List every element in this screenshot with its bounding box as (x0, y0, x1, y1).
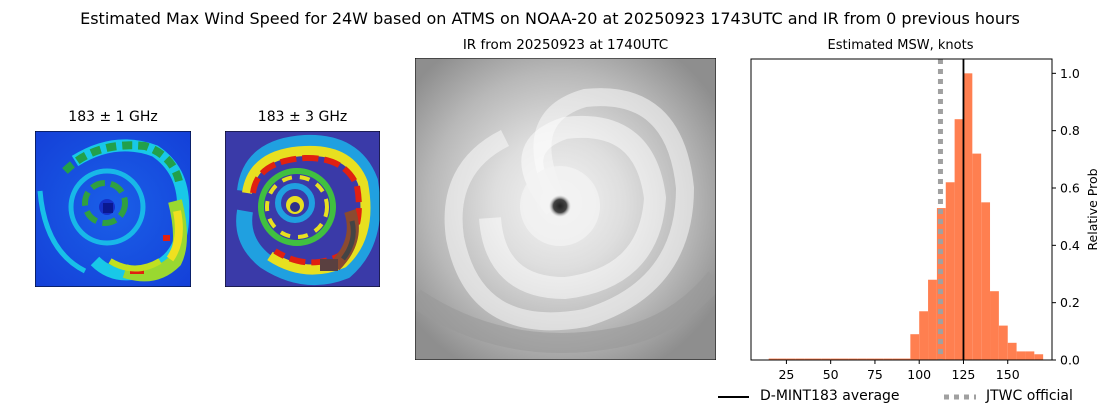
histogram-bar (990, 291, 999, 360)
histogram-bar (821, 358, 831, 360)
y-axis-ticks: 0.0 0.2 0.4 0.6 0.8 1.0 (1052, 66, 1080, 368)
histogram-bar (963, 73, 973, 360)
histogram-bar (998, 325, 1008, 360)
chart-title: Estimated MSW, knots (827, 38, 974, 53)
histogram-bar (857, 358, 867, 360)
legend-line-solid (718, 396, 749, 398)
legend: D-MINT183 average JTWC official (718, 387, 1098, 407)
x-tick-label: 125 (952, 367, 976, 382)
x-tick-label: 100 (907, 367, 931, 382)
histogram-bar (866, 358, 875, 360)
y-axis-label: Relative Prob (1085, 168, 1100, 250)
x-tick-label: 25 (778, 367, 794, 382)
mw-3ghz-title: 183 ± 3 GHz (257, 109, 348, 125)
legend-label-jtwc: JTWC official (986, 388, 1073, 404)
histogram-bar (839, 358, 849, 360)
histogram-bar (777, 358, 787, 360)
histogram-bar (945, 182, 955, 360)
histogram-bar (919, 311, 929, 360)
histogram-bar (848, 358, 858, 360)
histogram-bar (892, 358, 902, 360)
y-tick-label: 0.0 (1060, 353, 1080, 368)
figure-title: Estimated Max Wind Speed for 24W based o… (80, 9, 1020, 28)
histogram-bar (901, 358, 911, 360)
reference-lines (937, 59, 965, 360)
histogram-bar (804, 358, 813, 360)
histogram-bar (786, 358, 796, 360)
y-tick-label: 0.6 (1060, 181, 1080, 196)
y-tick-label: 0.4 (1060, 238, 1080, 253)
histogram-bar (1007, 342, 1017, 360)
x-tick-label: 75 (867, 367, 883, 382)
x-axis-ticks: 25 50 75 100 125 150 (778, 360, 1020, 382)
legend-line-dotted (944, 394, 976, 400)
histogram-bar (812, 358, 822, 360)
plot-frame (750, 58, 1053, 361)
histogram-bar (1025, 351, 1035, 360)
histogram-bar (768, 358, 778, 360)
y-tick-label: 0.8 (1060, 123, 1080, 138)
histogram-bar (972, 153, 982, 360)
mw-3ghz-image (225, 131, 380, 287)
histogram-bar (936, 208, 946, 360)
msw-histogram: 25 50 75 100 125 150 0.0 0.2 0.4 0.6 0.8 1.0 Relat… (750, 58, 1100, 382)
y-tick-label: 1.0 (1060, 66, 1080, 81)
histogram-bar (874, 358, 884, 360)
mw-1ghz-image (35, 131, 191, 287)
ir-title: IR from 20250923 at 1740UTC (462, 37, 669, 53)
histogram-bar (928, 279, 937, 360)
histogram-bar (1034, 354, 1044, 360)
histogram-bar (830, 358, 840, 360)
histogram-bar (910, 334, 920, 360)
mw-1ghz-title: 183 ± 1 GHz (68, 109, 158, 125)
histogram-bar (1016, 351, 1026, 360)
histogram-bar (981, 202, 991, 360)
histogram-bar (954, 119, 964, 360)
legend-label-average: D-MINT183 average (760, 388, 900, 404)
histogram-bars (768, 73, 1044, 360)
ir-image (415, 58, 716, 360)
y-tick-label: 0.2 (1060, 295, 1080, 310)
histogram-bar (883, 358, 893, 360)
histogram-bar (795, 358, 805, 360)
x-tick-label: 150 (996, 367, 1020, 382)
x-tick-label: 50 (823, 367, 839, 382)
